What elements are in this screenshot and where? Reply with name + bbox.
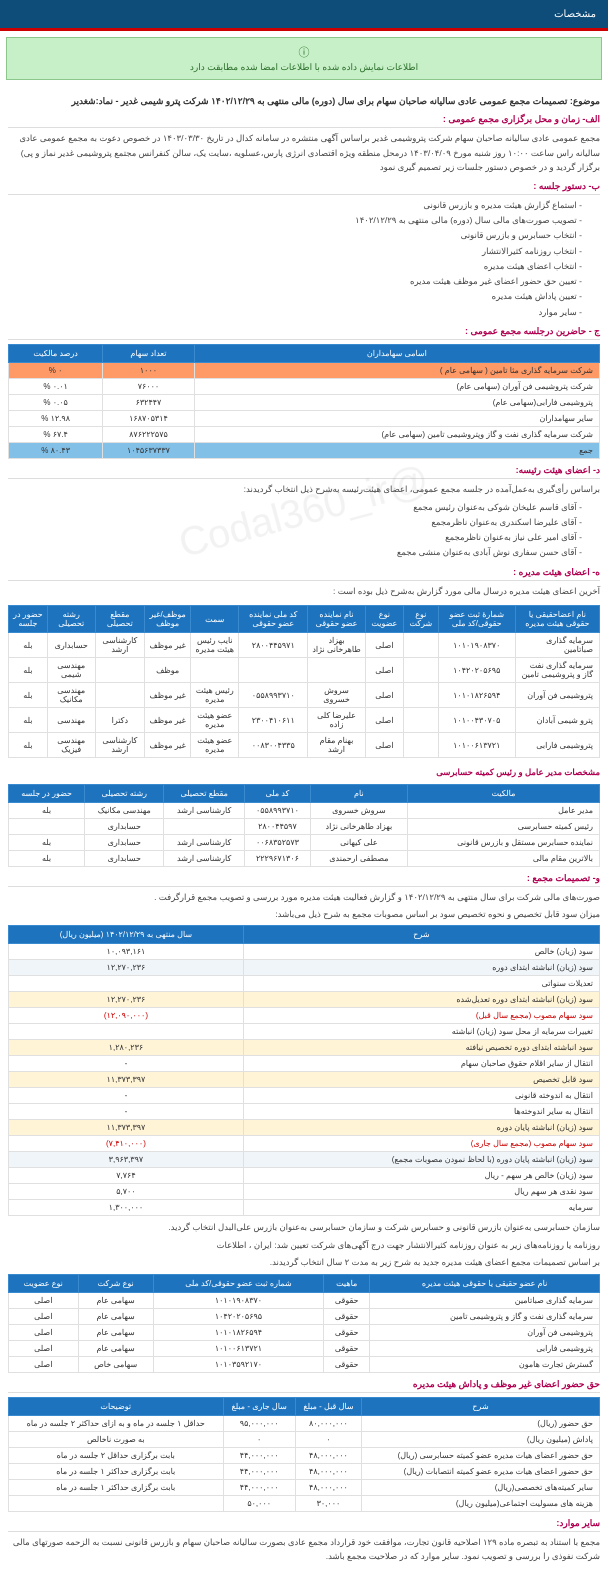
section-fee: حق حضور اعضای غیر موظف و پاداش هیئت مدیر…: [8, 1379, 600, 1393]
list-item: آقای امیر علی نیاز به‌عنوان ناظرمجمع: [8, 530, 582, 545]
list-item: آقای علیرضا اسکندری به‌عنوان ناظرمجمع: [8, 515, 582, 530]
para-v2: میزان سود قابل تخصیص و نحوه تخصیص سود بر…: [8, 907, 600, 921]
audit-header: مشخصات مدیر عامل و رئیس کمیته حسابرسی: [8, 765, 600, 779]
para-newspaper: روزنامه‌ یا روزنامه‌های زیر به عنوان روز…: [8, 1238, 600, 1252]
para-v1: صورت‌های مالی شرکت برای سال منتهی به ۱۴۰…: [8, 890, 600, 904]
para-e: آخرین اعضای هیئت مدیره درسال مالی مورد گ…: [8, 584, 600, 598]
tab-title[interactable]: مشخصات: [554, 9, 596, 20]
board-table: نام اعضاحقیقی یا حقوقی هیئت مدیرهشمارۀ ث…: [8, 605, 600, 758]
list-item: استماع گزارش هیئت مدیره و بازرس قانونی: [8, 198, 582, 213]
verification-alert: اطلاعات نمایش داده شده با اطلاعات امضا ش…: [6, 37, 602, 80]
para-alef: مجمع عمومی عادی سالیانه صاحبان سهام شركت…: [8, 131, 600, 174]
top-bar: مشخصات: [0, 0, 608, 28]
section-v: و- تصمیمات مجمع :: [8, 873, 600, 887]
subject-line: موضوع: تصمیمات مجمع عمومی عادی سالیانه ص…: [8, 94, 600, 108]
list-item: تعیین حق حضور اعضای غیر موظف هیئت مدیره: [8, 274, 582, 289]
red-divider: [0, 28, 608, 31]
para-other: مجمع با استناد به تبصره ماده ۱۲۹ اصلاحیه…: [8, 1535, 600, 1564]
section-other: سایر موارد:: [8, 1518, 600, 1532]
agenda-list: استماع گزارش هیئت مدیره و بازرس قانونیتص…: [8, 198, 600, 320]
section-e: ه- اعضای هیئت مدیره :: [8, 567, 600, 581]
list-item: سایر موارد: [8, 305, 582, 320]
para-auditor: سازمان حسابرسی به‌عنوان بازرس قانونی و ح…: [8, 1220, 600, 1234]
section-j: ج - حاضرین درجلسه مجمع عمومی :: [8, 326, 600, 340]
audit-table: مالکیتنامکد ملیمقطع تحصیلیرشته تحصیلیحضو…: [8, 784, 600, 867]
list-item: انتخاب اعضای هیئت مدیره: [8, 259, 582, 274]
list-item: آقای حسن سفاری نوش آبادی به‌عنوان منشی م…: [8, 545, 582, 560]
shareholders-table: اسامی سهامدارانتعداد سهامدرصد مالکیتشرکت…: [8, 344, 600, 459]
para-d: براساس رأی‌گیری به‌عمل‌آمده در جلسه مجمع…: [8, 482, 600, 496]
list-item: آقای قاسم علیخان شوکی به‌عنوان رئیس مجمع: [8, 500, 582, 515]
section-b: ب- دستور جلسه :: [8, 181, 600, 195]
presidium-list: آقای قاسم علیخان شوکی به‌عنوان رئیس مجمع…: [8, 500, 600, 561]
profit-table: شرحسال منتهی به ۱۴۰۲/۱۲/۲۹ (میلیون ریال)…: [8, 925, 600, 1216]
list-item: انتخاب روزنامه کثیرالانتشار: [8, 244, 582, 259]
list-item: تصویب صورت‌های مالی سال (دوره) مالی منته…: [8, 213, 582, 228]
para-elect: بر اساس تصمیمات مجمع اعضای هیئت مدیره جد…: [8, 1255, 600, 1269]
list-item: تعیین پاداش هیئت مدیره: [8, 289, 582, 304]
new-board-table: نام عضو حقیقی یا حقوقی هیئت مدیرهماهیتشم…: [8, 1274, 600, 1373]
section-alef: الف- زمان و محل برگزاری مجمع عمومی :: [8, 114, 600, 128]
section-d: د- اعضای هیئت رئیسه:: [8, 465, 600, 479]
fee-table: شرحسال قبل - مبلغسال جاری - مبلغتوضیحاتح…: [8, 1397, 600, 1512]
list-item: انتخاب حسابرس و بازرس قانونی: [8, 228, 582, 243]
